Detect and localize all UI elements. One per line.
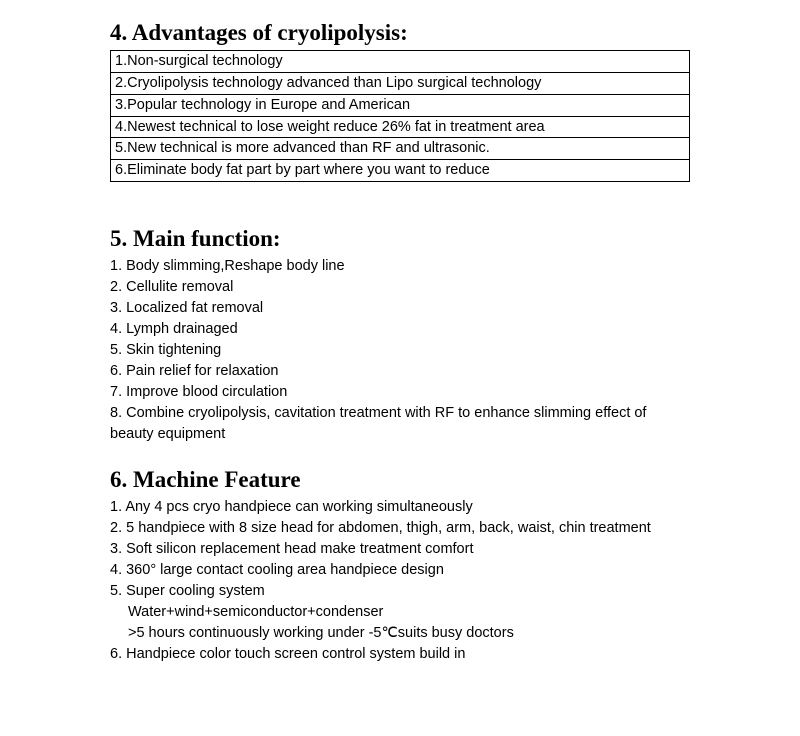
- section-machine-feature: 6. Machine Feature 1. Any 4 pcs cryo han…: [110, 467, 690, 665]
- list-item: 2. Cellulite removal: [110, 277, 690, 298]
- list-item: 1. Body slimming,Reshape body line: [110, 256, 690, 277]
- table-cell: 6.Eliminate body fat part by part where …: [111, 160, 690, 182]
- main-function-list: 1. Body slimming,Reshape body line2. Cel…: [110, 256, 690, 445]
- section5-heading: 5. Main function:: [110, 226, 690, 252]
- list-item: 5. Super cooling system: [110, 581, 690, 602]
- advantages-table: 1.Non-surgical technology2.Cryolipolysis…: [110, 50, 690, 182]
- list-item: 7. Improve blood circulation: [110, 382, 690, 403]
- list-item: 5. Skin tightening: [110, 340, 690, 361]
- list-item: 2. 5 handpiece with 8 size head for abdo…: [110, 518, 690, 539]
- list-item: 1. Any 4 pcs cryo handpiece can working …: [110, 497, 690, 518]
- table-cell: 5.New technical is more advanced than RF…: [111, 138, 690, 160]
- list-item: 8. Combine cryolipolysis, cavitation tre…: [110, 403, 690, 445]
- list-item: >5 hours continuously working under -5℃s…: [110, 623, 690, 644]
- list-item: 6. Pain relief for relaxation: [110, 361, 690, 382]
- table-row: 2.Cryolipolysis technology advanced than…: [111, 72, 690, 94]
- list-item: 3. Soft silicon replacement head make tr…: [110, 539, 690, 560]
- table-row: 6.Eliminate body fat part by part where …: [111, 160, 690, 182]
- section4-heading: 4. Advantages of cryolipolysis:: [110, 20, 690, 46]
- list-item: Water+wind+semiconductor+condenser: [110, 602, 690, 623]
- table-cell: 1.Non-surgical technology: [111, 51, 690, 73]
- table-row: 1.Non-surgical technology: [111, 51, 690, 73]
- document-page: 4. Advantages of cryolipolysis: 1.Non-su…: [0, 0, 800, 665]
- section6-heading: 6. Machine Feature: [110, 467, 690, 493]
- table-row: 4.Newest technical to lose weight reduce…: [111, 116, 690, 138]
- table-cell: 2.Cryolipolysis technology advanced than…: [111, 72, 690, 94]
- section-main-function: 5. Main function: 1. Body slimming,Resha…: [110, 226, 690, 445]
- list-item: 3. Localized fat removal: [110, 298, 690, 319]
- table-cell: 4.Newest technical to lose weight reduce…: [111, 116, 690, 138]
- list-item: 4. 360° large contact cooling area handp…: [110, 560, 690, 581]
- list-item: 4. Lymph drainaged: [110, 319, 690, 340]
- table-row: 5.New technical is more advanced than RF…: [111, 138, 690, 160]
- table-cell: 3.Popular technology in Europe and Ameri…: [111, 94, 690, 116]
- advantages-table-body: 1.Non-surgical technology2.Cryolipolysis…: [111, 51, 690, 182]
- list-item: 6. Handpiece color touch screen control …: [110, 644, 690, 665]
- section-advantages: 4. Advantages of cryolipolysis: 1.Non-su…: [110, 20, 690, 182]
- table-row: 3.Popular technology in Europe and Ameri…: [111, 94, 690, 116]
- machine-feature-list: 1. Any 4 pcs cryo handpiece can working …: [110, 497, 690, 665]
